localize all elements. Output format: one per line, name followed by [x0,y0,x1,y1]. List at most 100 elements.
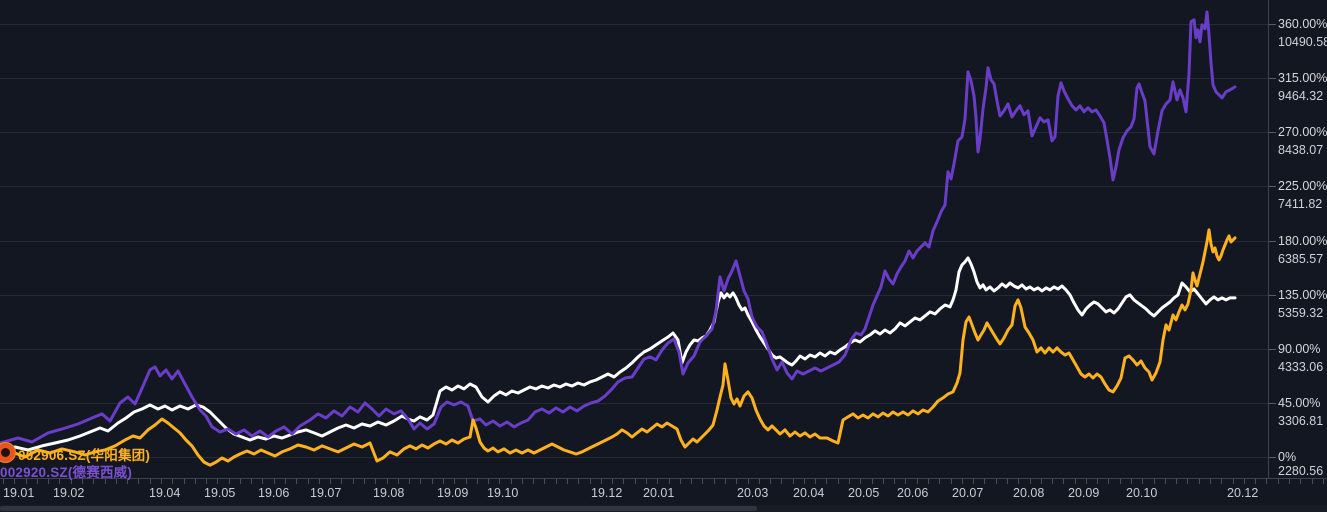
time-axis-tick [984,479,986,484]
legend-item-002920: 002920.SZ(德赛西威) [0,461,150,480]
time-axis-label-20.09: 20.09 [1068,486,1100,500]
time-axis-tick [25,479,27,484]
time-axis-tick [1198,479,1200,484]
time-axis-tick [1119,479,1121,484]
time-axis-label-20.08: 20.08 [1013,486,1045,500]
time-axis-tick [48,479,50,484]
price-axis-value-label: 8438.07 [1278,143,1324,157]
time-axis-tick [995,479,997,484]
time-axis-tick [803,479,805,484]
time-axis-tick [849,479,850,484]
time-axis-tick [36,479,38,484]
time-axis-tick [262,479,264,484]
time-axis-tick [679,479,681,484]
time-axis-label-20.10: 20.10 [1126,486,1158,500]
series-line-002906-huayang [0,228,1237,467]
time-axis-tick [1187,479,1189,484]
chart-plot-area[interactable] [0,0,1268,478]
time-scrollbar[interactable] [0,505,1327,512]
time-axis-tick [736,479,738,484]
time-axis[interactable]: 19.01 19.02 19.04 19.05 19.06 19.07 19.08 19.09… [0,478,1327,506]
time-axis-tick [521,479,523,484]
price-axis-percent-label: 180.00% [1278,234,1327,248]
time-axis-tick [341,479,343,484]
time-axis-tick [916,479,918,484]
time-axis-tick [364,479,365,484]
time-axis-tick [307,479,309,484]
time-axis-tick [600,479,602,484]
time-axis-tick [420,479,422,484]
time-axis-tick [251,479,253,484]
time-axis-tick [104,479,106,484]
price-axis-tick [1269,186,1276,187]
time-axis-tick [1040,479,1042,484]
time-axis-tick [1288,479,1290,484]
time-axis-tick [646,479,647,484]
time-axis-tick [1255,479,1257,484]
time-axis-tick [1029,479,1031,484]
time-axis-tick [747,479,749,484]
time-axis-tick [939,479,941,484]
time-axis-tick [758,479,760,484]
h-gridline-180 [0,241,1268,242]
time-axis-label-20.12: 20.12 [1227,486,1259,500]
time-axis-label-19.12: 19.12 [591,486,623,500]
time-axis-tick [239,479,241,484]
time-axis-label-19.01: 19.01 [3,486,35,500]
price-axis-tick [1269,24,1276,25]
time-axis-tick [409,479,411,484]
symbol-logo-icon [0,443,15,462]
price-axis[interactable]: 360.00% 10490.58 315.00% 9464.32 270.00% 8438… [1268,0,1327,505]
time-axis-tick [375,479,377,484]
time-axis-tick [476,479,478,484]
time-axis-tick [781,479,783,484]
time-axis-tick [623,479,625,484]
h-gridline-45 [0,403,1268,404]
time-axis-tick [138,479,140,484]
price-axis-value-label: 6385.57 [1278,252,1324,266]
time-axis-label-19.09: 19.09 [437,486,469,500]
time-axis-tick [702,479,704,484]
time-axis-tick [1085,479,1087,484]
time-axis-tick [127,479,129,484]
time-axis-tick [1131,479,1132,484]
price-axis-tick [1269,457,1276,458]
time-axis-tick [555,479,557,484]
time-axis-tick [82,479,83,484]
time-axis-tick [59,479,61,484]
legend-label-002906: 002906.SZ(华阳集团) [18,448,151,463]
price-axis-value-label: 10490.58 [1278,35,1327,49]
time-axis-tick [1108,479,1110,484]
price-axis-tick [1269,132,1276,133]
time-scrollbar-thumb[interactable] [0,506,757,511]
time-axis-tick [871,479,873,484]
time-axis-tick [860,479,862,484]
price-axis-value-label: 9464.32 [1278,89,1324,103]
price-axis-tick [1269,403,1276,404]
time-axis-tick [567,479,568,484]
legend-label-002920: 002920.SZ(德赛西威) [0,465,133,480]
time-axis-tick [1097,479,1099,484]
time-axis-tick [1300,479,1302,484]
time-axis-tick [770,479,771,484]
time-axis-tick [1243,479,1245,484]
time-axis-tick [792,479,794,484]
h-gridline-360 [0,24,1268,25]
time-axis-label-19.05: 19.05 [204,486,236,500]
h-gridline-0 [0,457,1268,458]
time-axis-tick [318,479,320,484]
time-axis-label-19.10: 19.10 [487,486,519,500]
time-axis-tick [285,479,286,484]
time-axis-tick [657,479,659,484]
time-axis-tick [1153,479,1155,484]
series-line-white-unlabeled [0,256,1237,452]
h-gridline-225 [0,186,1268,187]
time-axis-tick [1266,479,1268,484]
price-axis-percent-label: 90.00% [1278,342,1321,356]
time-axis-tick [488,479,489,484]
time-axis-tick [172,479,174,484]
price-axis-value-label: 2280.56 [1278,464,1324,478]
time-axis-tick [837,479,839,484]
time-axis-tick [612,479,614,484]
time-axis-tick [273,479,275,484]
